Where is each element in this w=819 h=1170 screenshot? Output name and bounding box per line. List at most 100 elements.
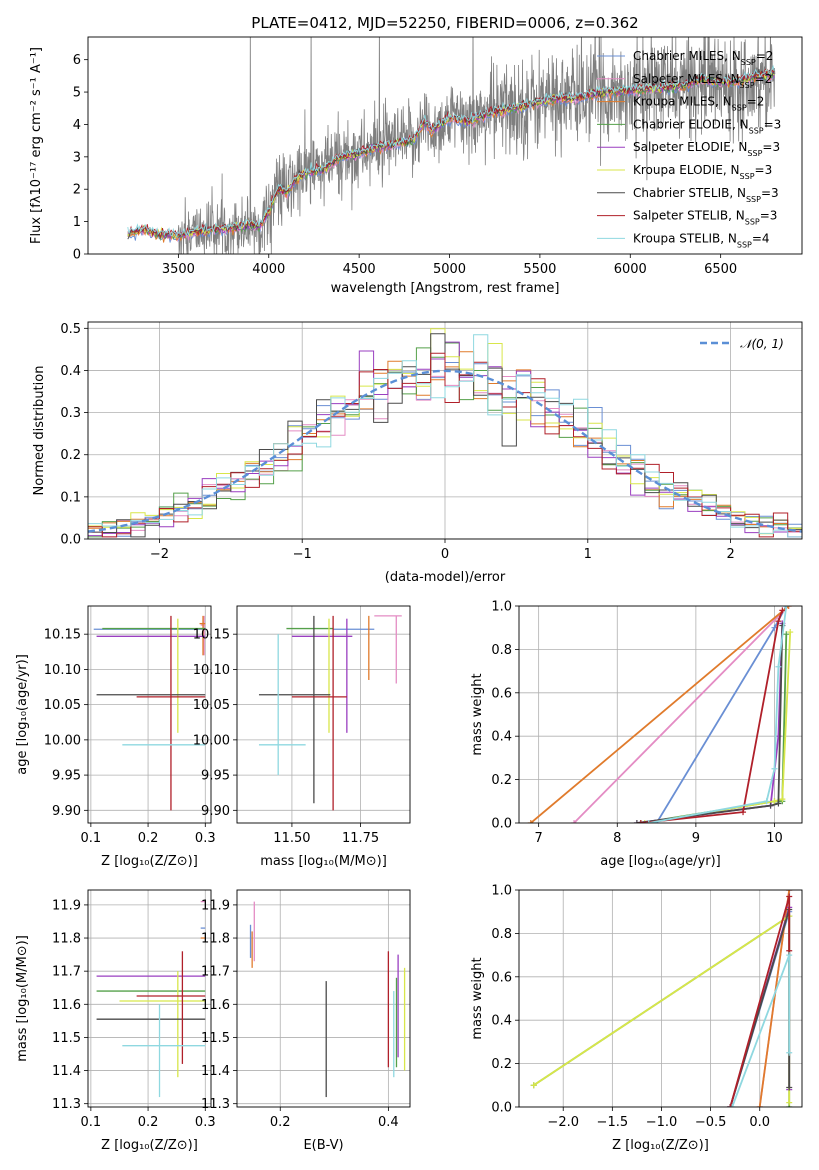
y-tick-label: 4	[73, 118, 81, 133]
x-tick-label: 0.4	[378, 1115, 399, 1130]
legend-label-salpeter-elodie: Salpeter ELODIE, NSSP=3	[633, 140, 780, 158]
x-axis-label: E(B-V)	[303, 1138, 343, 1153]
weight-marker-kroupa-stelib	[729, 1104, 736, 1107]
x-tick-label: 6500	[704, 262, 737, 277]
x-tick-label: 0.3	[195, 1115, 216, 1130]
y-tick-label: 11.9	[52, 898, 81, 913]
axes-frame	[87, 36, 803, 255]
errorbar-salpeter-elodie	[291, 618, 353, 733]
x-tick-label: 5500	[523, 262, 556, 277]
x-tick-label: −1.0	[646, 1115, 678, 1130]
x-tick-label: 0.3	[195, 831, 216, 846]
residual-hist-salpeter-stelib	[88, 352, 802, 538]
y-tick-label: 11.6	[52, 998, 81, 1013]
axes-frame	[87, 605, 212, 824]
y-tick-label: 0.4	[491, 730, 512, 745]
weight-marker-kroupa-stelib	[645, 820, 652, 823]
legend-label-chabrier-elodie: Chabrier ELODIE, NSSP=3	[633, 117, 781, 135]
x-tick-label: 0.1	[81, 831, 102, 846]
weight-marker-chabrier-stelib	[633, 820, 640, 823]
weight-marker-kroupa-stelib	[771, 765, 778, 772]
weight-line-chabrier-stelib	[636, 625, 784, 823]
y-tick-label: 0.0	[491, 817, 512, 832]
weight-marker-salpeter-stelib	[775, 618, 782, 625]
weight-marker-chabrier-stelib	[775, 800, 782, 807]
weight-marker-kroupa-elodie	[786, 1099, 793, 1106]
age_vs_Z-axes: 0.1 0.2 0.3 9.90 9.95 10.00 10.05 10.10 10.15 Z […	[15, 605, 216, 869]
legend-label-chabrier-miles: Chabrier MILES, NSSP=2	[633, 49, 773, 67]
weight-line-kroupa-stelib	[731, 954, 791, 1107]
y-tick-label: 3	[73, 150, 81, 165]
weight-marker-kroupa-stelib	[786, 1049, 793, 1056]
y-axis-label: age [log₁₀(age/yr)]	[15, 654, 30, 775]
y-tick-label: 0.6	[491, 970, 512, 985]
weight-line-salpeter-elodie	[636, 623, 784, 823]
residual-hist-chabrier-stelib	[88, 333, 802, 538]
weight-marker-salpeter-stelib	[727, 1104, 734, 1107]
weight-marker-chabrier-elodie	[783, 631, 790, 638]
x-axis-label: Z [log₁₀(Z/Z⊙)]	[101, 854, 198, 869]
y-tick-label: 0.8	[491, 643, 512, 658]
legend-label-salpeter-stelib: Salpeter STELIB, NSSP=3	[633, 209, 777, 227]
y-tick-label: 11.8	[52, 932, 81, 947]
y-tick-label: 1.0	[491, 884, 512, 899]
weight_vs_Z-axes: −2.0 −1.5 −1.0 −0.5 0.0 0.0 0.2 0.4 0.6 0.8 1.0 Z […	[470, 884, 803, 1153]
errorbar-kroupa-stelib	[258, 634, 306, 776]
y-tick-label: 9.95	[201, 769, 230, 784]
errorbar-salpeter-stelib	[136, 951, 206, 1064]
x-tick-label: 9	[692, 831, 700, 846]
x-tick-label: 2	[726, 547, 734, 562]
age_vs_mass-axes: 11.50 11.75 9.90 9.95 10.00 10.05 10.10 10.15 ma…	[193, 605, 411, 869]
y-tick-label: 0.8	[491, 927, 512, 942]
y-tick-label: 10.00	[44, 733, 81, 748]
model-spectrum-salpeter-elodie	[127, 70, 775, 240]
y-tick-label: 11.5	[52, 1031, 81, 1046]
weight-marker-kroupa-elodie	[787, 629, 794, 636]
x-tick-label: 0.1	[81, 1115, 102, 1130]
y-axis-label: Flux [fλ10⁻¹⁷ erg cm⁻² s⁻¹ A⁻¹]	[29, 47, 44, 244]
y-tick-label: 0.2	[60, 448, 81, 463]
errorbar-chabrier-stelib	[258, 615, 331, 804]
weight-marker-kroupa-miles	[756, 1104, 763, 1107]
axes-frame	[518, 605, 803, 824]
weight-marker-kroupa-stelib	[783, 606, 790, 609]
x-tick-label: 3500	[162, 262, 195, 277]
y-tick-label: 2	[73, 183, 81, 198]
y-tick-label: 0.5	[60, 322, 81, 337]
x-axis-label: age [log₁₀(age/yr)]	[600, 854, 721, 869]
x-axis-label: mass [log₁₀(M/M⊙)]	[260, 854, 387, 869]
y-tick-label: 0	[73, 248, 81, 263]
x-tick-label: 1	[584, 547, 592, 562]
x-tick-label: 11.75	[342, 831, 379, 846]
axes-frame	[518, 889, 803, 1108]
legend-label-salpeter-miles: Salpeter MILES, NSSP=2	[633, 72, 772, 90]
y-tick-label: 11.4	[52, 1064, 81, 1079]
weight-marker-kroupa-elodie	[530, 1082, 537, 1089]
y-axis-label: Normed distribution	[32, 366, 47, 496]
y-tick-label: 9.95	[52, 769, 81, 784]
weight-marker-chabrier-stelib	[767, 802, 774, 809]
y-axis-label: mass [log₁₀(M/M⊙)]	[15, 935, 30, 1062]
y-tick-label: 10.05	[193, 698, 230, 713]
x-tick-label: 10	[766, 831, 783, 846]
weight-marker-kroupa-miles	[527, 820, 534, 823]
residual-hist-kroupa-stelib	[88, 334, 802, 538]
mass_vs_Z-axes: 0.1 0.2 0.3 11.3 11.4 11.5 11.6 11.7 11.8 11.9 Z […	[15, 889, 216, 1153]
legend-label-kroupa-elodie: Kroupa ELODIE, NSSP=3	[633, 163, 772, 181]
weight_vs_age-axes: 7 8 9 10 0.0 0.2 0.4 0.6 0.8 1.0 age [log₁₀(age/yr…	[470, 600, 803, 869]
errorbar-kroupa-miles	[199, 615, 206, 656]
y-axis-label: mass weight	[470, 673, 485, 755]
y-tick-label: 0.4	[491, 1014, 512, 1029]
y-tick-label: 1.0	[491, 600, 512, 615]
errorbar-salpeter-stelib	[291, 615, 347, 811]
weight-line-chabrier-miles	[655, 606, 788, 823]
mass_vs_EBV-plot-area	[237, 890, 410, 1107]
residuals-axes: −2 −1 0 1 2 0.0 0.1 0.2 0.3 0.4 0.5 (data-model)/er…	[32, 321, 803, 585]
y-tick-label: 10.10	[44, 663, 81, 678]
y-tick-label: 0.1	[60, 490, 81, 505]
x-tick-label: 0.2	[270, 1115, 291, 1130]
weight-line-kroupa-miles	[530, 606, 790, 823]
residuals-plot-area	[88, 322, 802, 539]
weight-line-salpeter-stelib	[640, 609, 784, 823]
x-axis-label: Z [log₁₀(Z/Z⊙)]	[612, 1138, 709, 1153]
